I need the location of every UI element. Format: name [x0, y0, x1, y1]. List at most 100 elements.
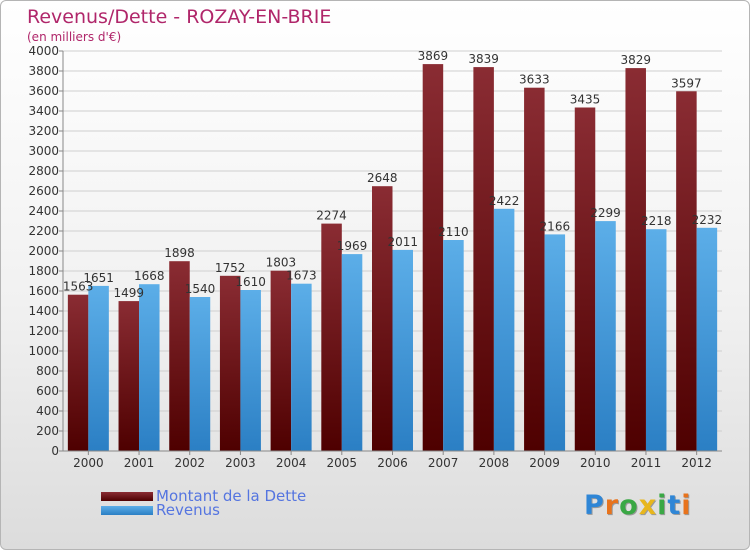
x-tick-label: 2003 [225, 456, 256, 470]
y-tick-label: 3400 [28, 104, 59, 118]
data-label-debt: 3829 [620, 53, 651, 67]
data-label-revenue: 2232 [692, 213, 723, 227]
proxiti-logo: Proxiti [584, 490, 692, 521]
bar-debt [118, 301, 140, 451]
bars [67, 64, 718, 452]
data-label-debt: 3597 [671, 76, 702, 90]
y-tick-label: 2600 [28, 184, 59, 198]
legend-label-debt: Montant de la Dette [156, 487, 307, 505]
bar-debt [574, 107, 596, 451]
x-tick-label: 2004 [276, 456, 307, 470]
x-tick-label: 2005 [327, 456, 358, 470]
data-label-revenue: 2166 [540, 219, 571, 233]
bar-revenue [392, 249, 413, 451]
data-label-revenue: 1969 [337, 239, 368, 253]
bar-debt [321, 223, 342, 451]
legend-swatch-revenue [101, 505, 153, 515]
bar-debt [473, 67, 494, 451]
y-tick-label: 3800 [28, 64, 59, 78]
bar-revenue [595, 221, 616, 451]
data-label-revenue: 1668 [134, 269, 165, 283]
x-tick-label: 2008 [479, 456, 510, 470]
chart-title: Revenus/Dette - ROZAY-EN-BRIE [27, 6, 332, 28]
bar-debt [169, 261, 190, 451]
data-label-debt: 1803 [266, 256, 297, 270]
bar-revenue [240, 290, 261, 451]
y-tick-label: 3200 [28, 124, 59, 138]
data-label-debt: 1898 [164, 246, 195, 260]
x-tick-label: 2012 [681, 456, 712, 470]
x-tick-label: 2001 [124, 456, 155, 470]
y-tick-label: 2000 [28, 244, 59, 258]
bar-revenue [88, 285, 109, 451]
data-label-debt: 3869 [418, 49, 449, 63]
x-tick-label: 2006 [377, 456, 408, 470]
chart-subtitle: (en milliers d'€) [27, 30, 122, 44]
data-label-debt: 3435 [570, 93, 601, 107]
y-tick-label: 1200 [28, 324, 59, 338]
logo-letter: P [584, 490, 605, 521]
data-label-debt: 1752 [215, 261, 246, 275]
y-tick-label: 1800 [28, 264, 59, 278]
data-label-revenue: 2218 [641, 214, 672, 228]
y-tick-label: 200 [36, 424, 59, 438]
data-label-debt: 3839 [468, 52, 499, 66]
data-label-debt: 2648 [367, 171, 398, 185]
logo-letter: t [667, 490, 682, 521]
legend-item-revenue: Revenus [101, 501, 220, 519]
y-tick-label: 3000 [28, 144, 59, 158]
y-tick-label: 0 [51, 444, 59, 458]
x-tick-label: 2002 [174, 456, 205, 470]
y-tick-label: 2200 [28, 224, 59, 238]
data-label-revenue: 2299 [590, 206, 621, 220]
data-label-debt: 3633 [519, 73, 550, 87]
bar-debt [219, 275, 241, 451]
legend-swatch-debt [101, 491, 153, 501]
bar-revenue [443, 240, 464, 451]
legend-item-debt: Montant de la Dette [101, 487, 307, 505]
bar-debt [422, 64, 444, 451]
logo-letter: r [604, 490, 620, 521]
data-label-revenue: 2110 [438, 225, 469, 239]
y-tick-label: 600 [36, 384, 59, 398]
bar-revenue [645, 229, 667, 451]
x-tick-label: 2010 [580, 456, 611, 470]
y-tick-label: 800 [36, 364, 59, 378]
y-tick-label: 1400 [28, 304, 59, 318]
data-label-debt: 1499 [114, 286, 145, 300]
y-tick-label: 2800 [28, 164, 59, 178]
data-label-revenue: 1673 [286, 269, 317, 283]
legend-label-revenue: Revenus [156, 501, 220, 519]
y-axis-ticks: 0 200 400 600 800 1000 1200 1400 1600 1800 2000 220… [28, 44, 63, 458]
logo-letter: i [681, 490, 692, 521]
bar-revenue [544, 234, 566, 451]
bar-debt [372, 186, 393, 451]
data-label-revenue: 1610 [235, 275, 266, 289]
bar-debt [625, 68, 646, 451]
data-label-revenue: 1540 [185, 282, 216, 296]
bar-debt [67, 294, 89, 451]
logo-letter: i [657, 490, 668, 521]
bar-revenue [139, 284, 160, 451]
data-label-debt: 1563 [63, 280, 94, 294]
x-tick-label: 2009 [529, 456, 560, 470]
x-tick-label: 2007 [428, 456, 459, 470]
y-tick-label: 1000 [28, 344, 59, 358]
data-label-revenue: 1651 [83, 271, 114, 285]
y-tick-label: 3600 [28, 84, 59, 98]
y-tick-label: 2400 [28, 204, 59, 218]
data-label-revenue: 2011 [387, 235, 418, 249]
x-tick-label: 2000 [73, 456, 104, 470]
bar-revenue [189, 297, 211, 451]
y-tick-label: 400 [36, 404, 59, 418]
bar-debt [524, 87, 545, 451]
data-label-debt: 2274 [316, 209, 347, 223]
logo-letter: o [619, 490, 639, 521]
y-tick-label: 1600 [28, 284, 59, 298]
y-tick-label: 4000 [28, 44, 59, 58]
bar-revenue [341, 254, 363, 451]
x-tick-label: 2011 [631, 456, 662, 470]
